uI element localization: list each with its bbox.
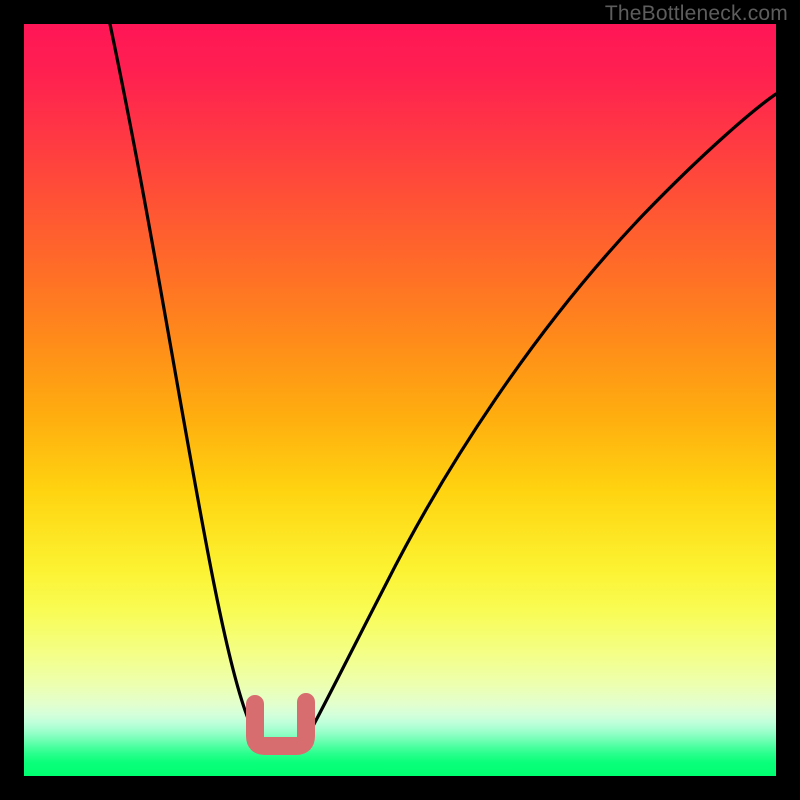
outer-frame: TheBottleneck.com: [0, 0, 800, 800]
curve-layer: [24, 24, 776, 776]
dip-marker: [255, 702, 306, 746]
bottleneck-curve: [110, 24, 776, 734]
watermark-text: TheBottleneck.com: [605, 2, 788, 26]
